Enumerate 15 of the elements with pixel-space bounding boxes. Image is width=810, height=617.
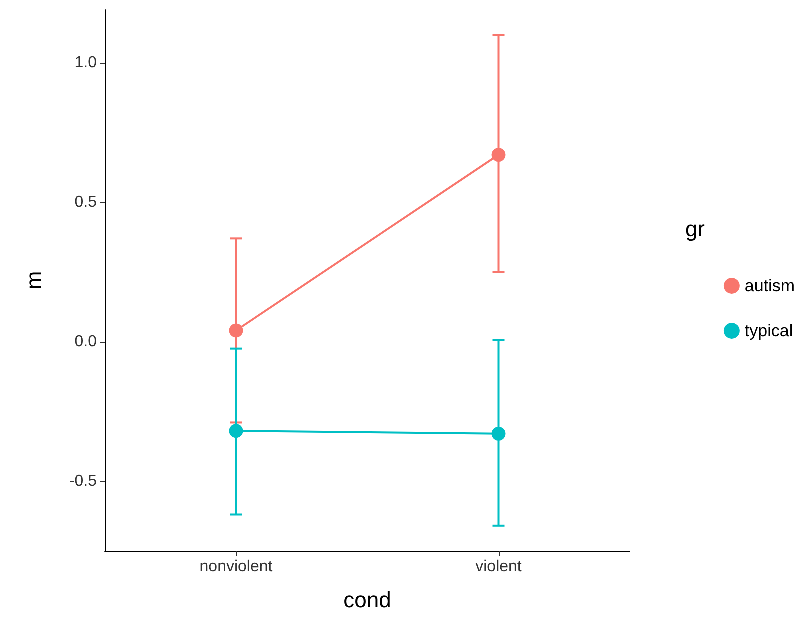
y-tick-label: -0.5: [69, 472, 98, 490]
y-tick-label: 0.5: [74, 194, 98, 211]
point: [492, 426, 506, 441]
y-tick-label: 1.0: [74, 54, 98, 72]
point: [492, 148, 506, 162]
x-axis-title: cond: [344, 588, 392, 612]
x-tick-label: nonviolent: [200, 558, 274, 576]
point: [229, 424, 244, 438]
x-tick-label: violent: [476, 558, 522, 576]
y-tick-label: 0.0: [74, 333, 98, 350]
legend-label: autism: [744, 276, 796, 296]
legend-label: typical: [744, 322, 794, 340]
y-axis-title: m: [22, 271, 46, 290]
legend-title: gr: [685, 216, 705, 242]
point: [229, 324, 244, 338]
